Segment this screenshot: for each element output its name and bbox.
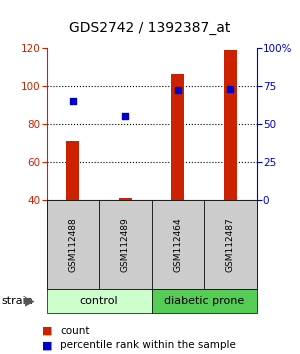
Text: GDS2742 / 1392387_at: GDS2742 / 1392387_at (69, 21, 231, 35)
Bar (171, 74, 184, 200)
Point (175, 87, 180, 93)
Text: GSM112487: GSM112487 (226, 217, 235, 272)
Text: control: control (80, 296, 118, 306)
Text: ■: ■ (42, 326, 52, 336)
Text: strain: strain (2, 296, 33, 306)
Text: GSM112489: GSM112489 (121, 217, 130, 272)
Point (228, 86, 233, 92)
Bar (224, 50, 237, 200)
Bar (119, 198, 132, 200)
Text: count: count (60, 326, 89, 336)
Text: percentile rank within the sample: percentile rank within the sample (60, 340, 236, 350)
Text: ▶: ▶ (25, 295, 35, 307)
Bar (66, 141, 79, 200)
Text: diabetic prone: diabetic prone (164, 296, 244, 306)
Point (70, 98, 75, 104)
Point (123, 113, 128, 119)
Text: ■: ■ (42, 340, 52, 350)
Text: GSM112464: GSM112464 (173, 217, 182, 272)
Text: GSM112488: GSM112488 (68, 217, 77, 272)
